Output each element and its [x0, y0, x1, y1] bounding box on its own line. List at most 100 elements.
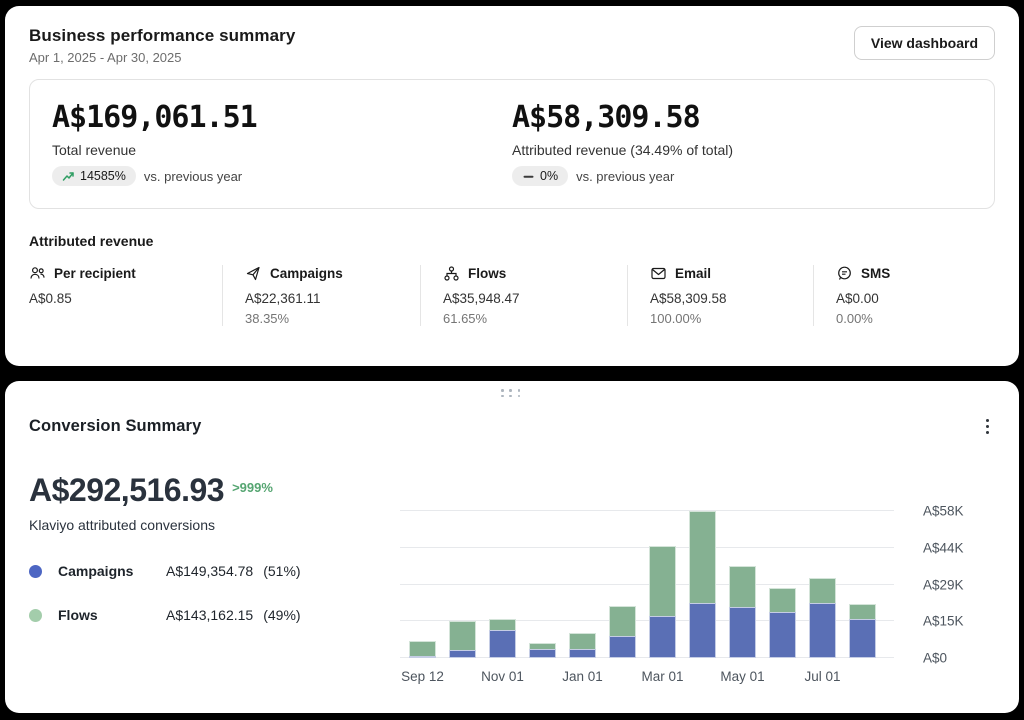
flows-segment — [409, 641, 436, 656]
campaigns-segment — [809, 602, 836, 658]
flows-segment — [849, 603, 876, 620]
bar-jan-01[interactable] — [569, 632, 596, 658]
campaigns-segment — [529, 649, 556, 658]
bar-dec[interactable] — [529, 643, 556, 658]
conversion-summary-card: Conversion Summary A$292,516.93 >999% Kl… — [5, 381, 1019, 713]
yoy-change-value: 14585% — [80, 169, 126, 183]
metric-flows: Flows A$35,948.47 61.65% — [420, 265, 627, 326]
legend-value: A$149,354.78 — [166, 563, 254, 579]
campaigns-segment — [449, 650, 476, 658]
y-axis-tick-label: A$15K — [923, 613, 964, 629]
metric-percent: 61.65% — [443, 311, 488, 326]
metric-sms: SMS A$0.00 0.00% — [813, 265, 985, 326]
legend-percent: (51%) — [263, 563, 301, 579]
drag-handle-icon[interactable] — [501, 389, 523, 397]
flows-segment — [609, 606, 636, 636]
flows-segment — [489, 619, 516, 631]
flows-segment — [529, 643, 556, 650]
bar-apr[interactable] — [689, 511, 716, 658]
bar-nov-01[interactable] — [489, 619, 516, 658]
campaigns-segment — [409, 655, 436, 658]
gridline — [400, 620, 894, 622]
campaigns-segment — [769, 611, 796, 658]
flows-segment — [769, 587, 796, 612]
business-performance-card: Business performance summary Apr 1, 2025… — [5, 6, 1019, 366]
conversion-subtitle: Klaviyo attributed conversions — [29, 517, 215, 533]
attributed-revenue-heading: Attributed revenue — [29, 233, 154, 249]
trend-up-icon — [62, 171, 74, 181]
bar-jul-01[interactable] — [809, 578, 836, 658]
conversion-delta: >999% — [232, 480, 273, 495]
campaigns-segment — [649, 615, 676, 658]
gridline — [400, 546, 894, 548]
metric-label: Email — [675, 266, 712, 281]
metric-value: A$58,309.58 — [650, 291, 727, 306]
legend-value: A$143,162.15 — [166, 607, 254, 623]
campaigns-segment — [609, 635, 636, 658]
flows-segment — [809, 578, 836, 603]
metric-percent: 100.00% — [650, 311, 702, 326]
total-revenue-stat: A$169,061.51 Total revenue 14585% vs. pr… — [52, 100, 512, 190]
yoy-change-badge: 0% — [512, 166, 569, 186]
total-revenue-value: A$169,061.51 — [52, 100, 258, 135]
flat-dash-icon — [523, 175, 534, 178]
legend-item-campaigns[interactable]: Campaigns A$149,354.78 (51%) — [29, 563, 995, 579]
metric-label: Per recipient — [54, 266, 136, 281]
metric-percent: 0.00% — [836, 311, 873, 326]
bar-mar-01[interactable] — [649, 545, 676, 658]
conversion-total-value: A$292,516.93 — [29, 472, 225, 508]
sms-icon — [838, 266, 851, 280]
flows-segment — [689, 511, 716, 603]
stacked-bar-chart: A$0 A$15K A$29K A$44K A$58K Sep 12 Nov 01 Jan 0… — [400, 504, 964, 684]
campaigns-segment — [849, 619, 876, 658]
bar-aug[interactable] — [849, 603, 876, 658]
email-icon — [651, 267, 666, 280]
legend-name: Campaigns — [58, 563, 134, 579]
gridline — [400, 583, 894, 585]
y-axis-tick-label: A$29K — [923, 577, 964, 592]
kebab-menu-icon[interactable] — [980, 415, 995, 438]
attributed-revenue-stat: A$58,309.58 Attributed revenue (34.49% o… — [512, 100, 972, 190]
x-axis-tick-label: Nov 01 — [481, 669, 524, 684]
gridline — [400, 510, 894, 511]
yoy-note: vs. previous year — [143, 168, 243, 184]
chart-legend: Campaigns A$149,354.78 (51%) Flows A$143… — [29, 563, 995, 623]
x-axis-tick-label: Jan 01 — [562, 669, 603, 684]
metric-value: A$22,361.11 — [245, 291, 321, 306]
campaigns-segment — [729, 607, 756, 658]
bar-jun[interactable] — [769, 587, 796, 658]
bar-sep-12[interactable] — [409, 641, 436, 658]
conversion-summary-title: Conversion Summary — [29, 417, 202, 435]
x-axis-tick-label: Mar 01 — [641, 669, 684, 684]
attributed-revenue-metrics: Per recipient A$0.85 Campaigns A$22,361.… — [29, 265, 995, 326]
metric-percent: 38.35% — [245, 311, 290, 326]
attributed-revenue-label: Attributed revenue (34.49% of total) — [512, 142, 734, 158]
view-dashboard-button[interactable]: View dashboard — [853, 26, 995, 60]
bar-may-01[interactable] — [729, 565, 756, 658]
gridline — [400, 657, 894, 658]
campaigns-dot-icon — [29, 564, 42, 578]
yoy-note: vs. previous year — [576, 168, 675, 184]
y-axis-tick-label: A$0 — [923, 650, 948, 666]
x-axis-tick-label: Jul 01 — [804, 669, 841, 684]
metric-campaigns: Campaigns A$22,361.11 38.35% — [222, 265, 420, 326]
campaigns-segment — [689, 602, 716, 658]
flows-segment — [569, 632, 596, 649]
attributed-revenue-value: A$58,309.58 — [512, 100, 701, 135]
metric-per-recipient: Per recipient A$0.85 — [29, 265, 222, 326]
campaigns-segment — [569, 648, 596, 658]
flows-segment — [649, 545, 676, 616]
metric-value: A$35,948.47 — [443, 291, 520, 306]
flows-dot-icon — [29, 608, 42, 622]
bar-oct[interactable] — [449, 621, 476, 658]
metric-value: A$0.00 — [836, 291, 879, 306]
metric-label: SMS — [861, 266, 891, 281]
campaigns-segment — [489, 630, 516, 658]
legend-item-flows[interactable]: Flows A$143,162.15 (49%) — [29, 607, 995, 623]
bar-feb[interactable] — [609, 606, 636, 658]
flows-segment — [729, 565, 756, 608]
metric-label: Flows — [468, 266, 507, 281]
metric-value: A$0.85 — [29, 291, 72, 306]
metric-email: Email A$58,309.58 100.00% — [627, 265, 813, 326]
date-range: Apr 1, 2025 - Apr 30, 2025 — [29, 50, 182, 65]
